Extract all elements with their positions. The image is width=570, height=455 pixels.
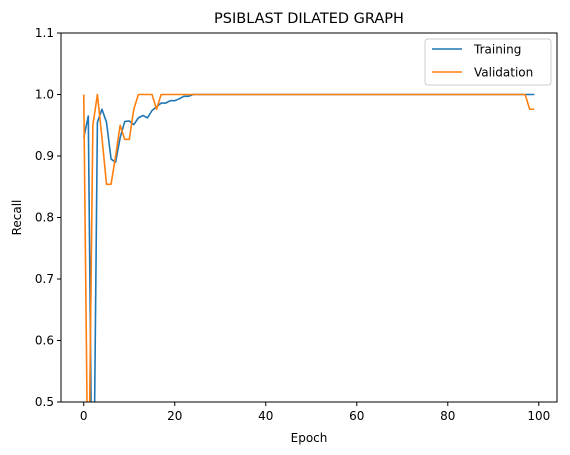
x-tick-label: 20 (167, 409, 182, 423)
legend-box (424, 38, 552, 86)
y-tick-label: 1.0 (35, 88, 54, 102)
x-tick-label: 0 (80, 409, 88, 423)
y-tick-label: 1.1 (35, 26, 54, 40)
series-line-validation (82, 93, 535, 402)
x-axis-label: Epoch (291, 431, 328, 445)
tick-layer: 0 20 40 60 80 100 0.5 0.6 0.7 0.8 0.9 1.0 1.1 (35, 26, 550, 423)
x-tick-label: 100 (527, 409, 550, 423)
series-layer (82, 93, 535, 402)
plot-frame (60, 32, 558, 403)
chart-title: PSIBLAST DILATED GRAPH (214, 11, 404, 27)
y-tick-label: 0.8 (35, 211, 54, 225)
y-axis-label: Recall (10, 200, 24, 236)
legend-label-training: Training (473, 43, 521, 57)
x-tick-label: 40 (258, 409, 273, 423)
series-line-training (82, 93, 535, 402)
y-tick-label: 0.9 (35, 149, 54, 163)
legend: Training Validation (424, 38, 552, 86)
y-tick-label: 0.5 (35, 395, 54, 409)
x-tick-label: 60 (349, 409, 364, 423)
y-tick-label: 0.6 (35, 334, 54, 348)
y-tick-label: 0.7 (35, 272, 54, 286)
legend-label-validation: Validation (474, 66, 533, 80)
x-tick-label: 80 (440, 409, 455, 423)
